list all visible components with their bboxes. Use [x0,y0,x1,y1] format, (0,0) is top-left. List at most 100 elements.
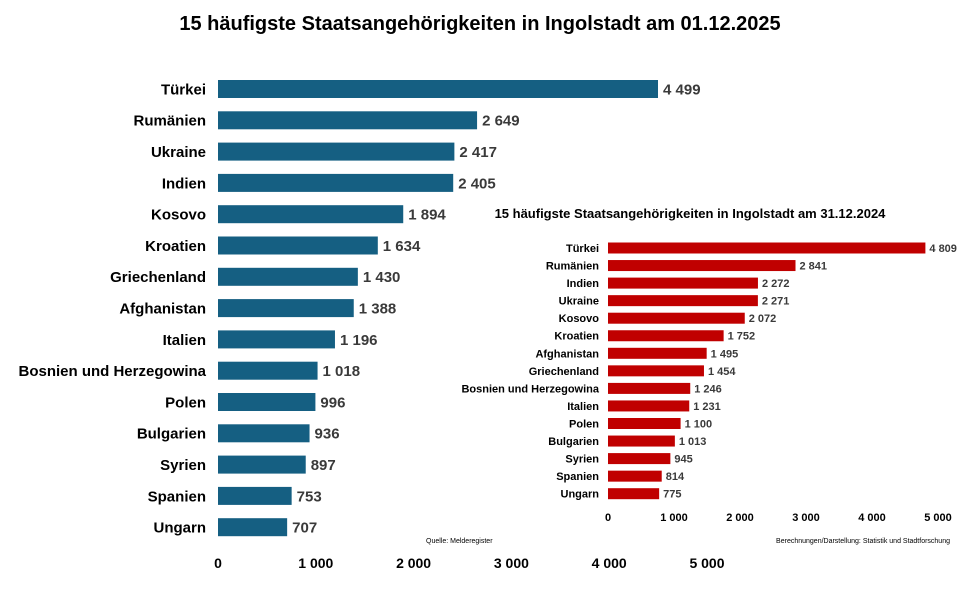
inset-category-label: Afghanistan [535,348,599,360]
main-bar [218,361,318,380]
main-value-label: 996 [320,394,345,411]
inset-category-label: Polen [569,418,599,430]
inset-value-label: 775 [663,489,681,501]
inset-bar [608,470,662,482]
main-chart: Türkei 4 499 Rumänien 2 649 Ukraine 2 417 Indi… [18,80,725,571]
main-category-label: Ungarn [154,520,207,537]
main-bar [218,142,455,161]
inset-bar [608,453,671,465]
main-x-tick-label: 3 000 [494,555,529,571]
main-value-label: 753 [297,488,322,505]
inset-category-label: Italien [567,401,599,413]
inset-category-label: Kroatien [554,331,599,343]
inset-value-label: 1 454 [708,366,736,378]
main-category-label: Afghanistan [119,301,206,318]
main-value-label: 1 196 [340,332,378,349]
main-bar [218,236,378,255]
inset-value-label: 2 841 [800,261,828,273]
main-bar [218,424,310,443]
main-category-label: Ukraine [151,144,206,161]
inset-chart-title: 15 häufigste Staatsangehörigkeiten in In… [495,206,887,221]
main-category-label: Kroatien [145,238,206,255]
inset-value-label: 2 272 [762,278,790,290]
inset-category-label: Syrien [565,454,599,466]
inset-bar [608,260,796,272]
main-category-label: Kosovo [151,207,206,224]
inset-value-label: 4 809 [929,243,957,255]
inset-bar [608,330,724,342]
inset-bar [608,347,707,359]
inset-bar [608,242,926,254]
main-bar [218,205,404,224]
credit-note: Berechnungen/Darstellung: Statistik und … [776,538,950,545]
main-value-label: 2 649 [482,113,520,130]
main-bar [218,299,354,318]
main-bar [218,486,292,505]
inset-category-label: Ukraine [559,296,599,308]
inset-bar [608,277,758,289]
inset-value-label: 1 231 [693,401,721,413]
main-value-label: 4 499 [663,81,701,98]
inset-value-label: 1 013 [679,436,707,448]
main-value-label: 1 634 [383,238,421,255]
inset-x-tick-label: 5 000 [924,512,952,524]
inset-value-label: 945 [674,454,692,466]
inset-category-label: Spanien [556,471,599,483]
main-bar [218,173,454,192]
inset-category-label: Indien [567,278,600,290]
main-category-label: Bulgarien [137,426,206,443]
inset-category-label: Türkei [566,243,599,255]
inset-category-label: Kosovo [559,313,600,325]
main-category-label: Indien [162,175,206,192]
inset-category-label: Rumänien [546,261,599,273]
inset-value-label: 2 072 [749,313,777,325]
main-bar [218,518,288,537]
inset-x-tick-label: 2 000 [726,512,754,524]
main-bar [218,393,316,411]
inset-value-label: 1 246 [694,383,722,395]
main-chart-title: 15 häufigste Staatsangehörigkeiten in In… [179,13,780,35]
main-category-label: Polen [165,394,206,411]
main-value-label: 1 018 [323,363,361,380]
main-value-label: 897 [311,457,336,474]
main-bar [218,267,358,286]
inset-value-label: 1 100 [685,418,713,430]
inset-bar [608,365,704,377]
inset-value-label: 1 495 [711,348,739,360]
main-bar [218,330,335,349]
main-x-tick-label: 1 000 [298,555,333,571]
main-category-label: Spanien [148,488,206,505]
main-category-label: Griechenland [110,269,206,286]
inset-bar [608,488,660,500]
main-value-label: 936 [315,426,340,443]
inset-value-label: 2 271 [762,296,790,308]
main-value-label: 2 405 [458,175,496,192]
inset-x-tick-label: 0 [605,512,611,524]
inset-category-label: Ungarn [561,489,600,501]
main-value-label: 1 430 [363,269,401,286]
inset-value-label: 814 [666,471,685,483]
main-bar [218,80,659,98]
main-category-label: Italien [163,332,206,349]
main-category-label: Rumänien [133,113,206,130]
main-x-tick-label: 4 000 [592,555,627,571]
inset-bar [608,435,675,447]
inset-category-label: Griechenland [529,366,599,378]
inset-bar [608,382,691,394]
main-bar [218,455,306,474]
inset-category-label: Bulgarien [548,436,599,448]
inset-bar [608,295,758,307]
main-bar [218,111,478,130]
inset-chart: Türkei 4 809 Rumänien 2 841 Indien 2 272 Ukrai… [461,242,957,524]
source-note: Quelle: Melderegister [426,538,493,545]
inset-x-tick-label: 1 000 [660,512,688,524]
main-value-label: 1 388 [359,301,397,318]
main-value-label: 2 417 [459,144,497,161]
main-x-tick-label: 2 000 [396,555,431,571]
main-x-tick-label: 0 [214,555,222,571]
inset-bar [608,400,690,412]
main-category-label: Türkei [161,81,206,98]
main-category-label: Syrien [160,457,206,474]
main-value-label: 1 894 [408,207,446,224]
